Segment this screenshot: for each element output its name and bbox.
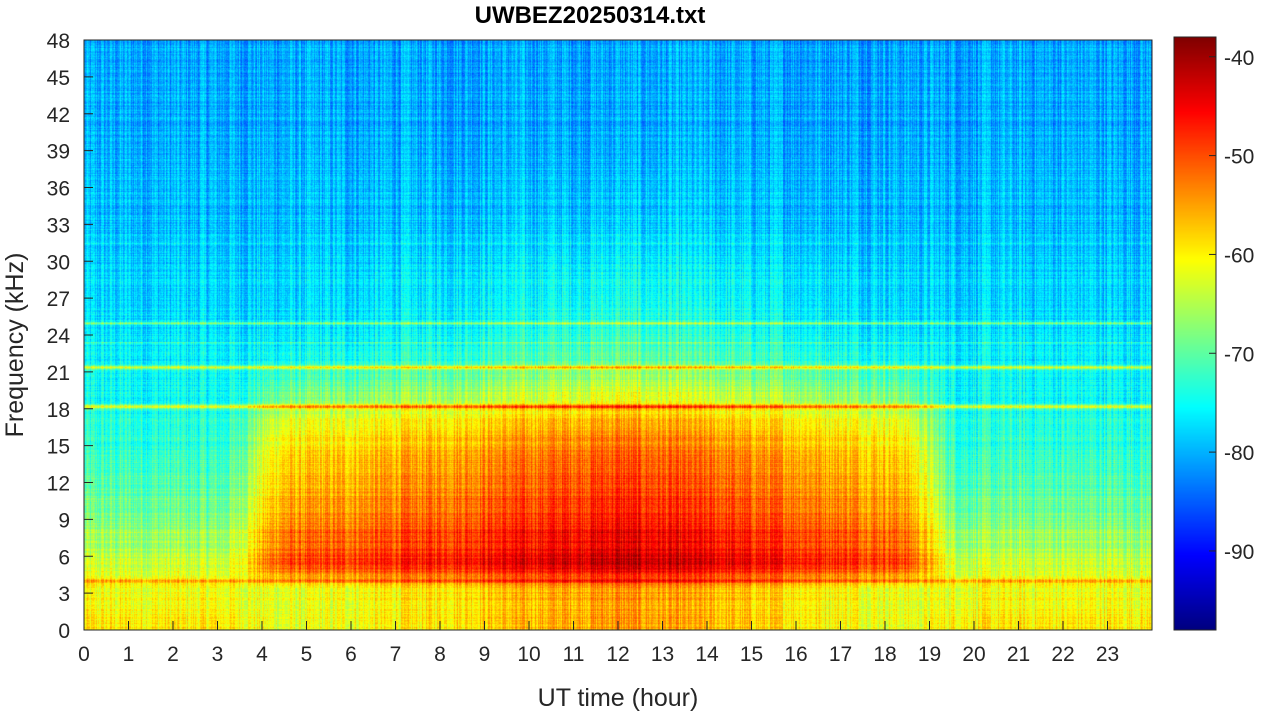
- y-tick-label: 36: [47, 178, 70, 201]
- x-tick-label: 0: [78, 643, 90, 666]
- x-tick-label: 4: [256, 643, 268, 666]
- y-tick-label: 33: [47, 214, 70, 237]
- y-tick-label: 3: [58, 583, 70, 606]
- y-tick-label: 6: [58, 546, 70, 569]
- x-tick-label: 15: [740, 643, 763, 666]
- y-tick-label: 15: [47, 436, 70, 459]
- y-tick-label: 48: [47, 30, 70, 53]
- x-axis-label: UT time (hour): [538, 684, 699, 712]
- x-tick-label: 17: [829, 643, 852, 666]
- x-tick-label: 11: [563, 643, 585, 666]
- colorbar-tick-label: -40: [1224, 47, 1254, 70]
- x-tick-label: 14: [695, 643, 719, 666]
- y-tick-label: 45: [47, 67, 70, 90]
- x-tick-label: 21: [1007, 643, 1030, 666]
- colorbar-gradient: [1174, 37, 1216, 630]
- y-tick-label: 42: [47, 104, 70, 127]
- x-tick-label: 19: [918, 643, 941, 666]
- y-tick-label: 39: [47, 141, 70, 164]
- x-tick-label: 12: [606, 643, 629, 666]
- x-tick-label: 20: [962, 643, 985, 666]
- x-tick-label: 16: [784, 643, 807, 666]
- x-tick-label: 8: [434, 643, 446, 666]
- colorbar-tick-label: -90: [1224, 541, 1254, 564]
- y-tick-label: 27: [47, 288, 70, 311]
- spectrogram-image: [84, 40, 1152, 630]
- y-tick-label: 24: [47, 325, 71, 348]
- y-tick-label: 0: [58, 620, 70, 643]
- y-tick-label: 9: [58, 509, 70, 532]
- x-tick-label: 5: [301, 643, 313, 666]
- x-tick-label: 18: [873, 643, 896, 666]
- colorbar-frame: [1173, 36, 1217, 631]
- x-tick-label: 9: [479, 643, 491, 666]
- x-axis-ticks: 0 1 2 3 4 5 6 7 8 9 10 11 12 13 14 15 16 17 18 19 20 21 22 23: [78, 621, 1119, 666]
- y-tick-label: 18: [47, 399, 70, 422]
- x-tick-label: 22: [1051, 643, 1074, 666]
- y-tick-label: 30: [47, 251, 70, 274]
- x-tick-label: 3: [212, 643, 224, 666]
- x-tick-label: 10: [517, 643, 540, 666]
- x-tick-label: 23: [1096, 643, 1119, 666]
- y-tick-label: 21: [47, 362, 70, 385]
- y-tick-label: 12: [47, 473, 70, 496]
- colorbar-tick-label: -70: [1224, 343, 1254, 366]
- colorbar-ticks: -90 -80 -70 -60 -50 -40: [1209, 47, 1254, 564]
- chart-title: UWBEZ20250314.txt: [474, 2, 706, 29]
- plot-frame: [83, 39, 1153, 631]
- colorbar-tick-label: -80: [1224, 442, 1254, 465]
- colorbar-tick-label: -50: [1224, 146, 1254, 169]
- x-tick-label: 7: [390, 643, 402, 666]
- x-tick-label: 2: [167, 643, 179, 666]
- y-axis-label: Frequency (kHz): [1, 253, 29, 438]
- x-tick-label: 13: [651, 643, 674, 666]
- colorbar-tick-label: -60: [1224, 244, 1254, 267]
- x-tick-label: 6: [345, 643, 357, 666]
- x-tick-label: 1: [123, 643, 135, 666]
